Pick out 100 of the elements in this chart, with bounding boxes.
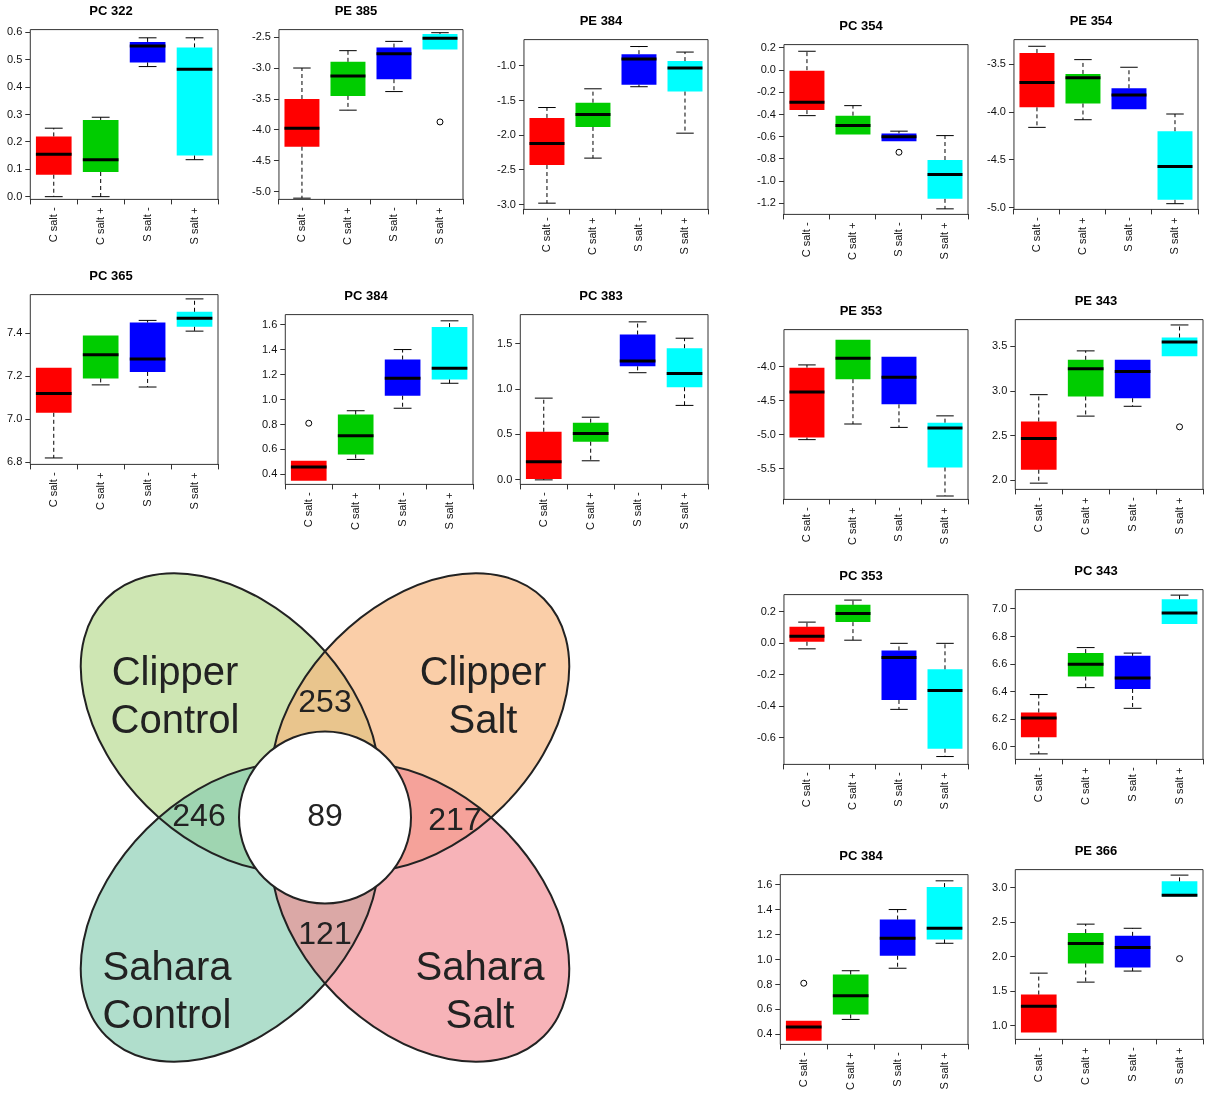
category-label: Clipper Salt <box>419 648 547 741</box>
chart-title: PC 353 <box>839 568 883 584</box>
x-tick-label: C salt + <box>1078 767 1091 806</box>
text: 217 <box>428 801 482 838</box>
y-tick-label: -0.6 <box>756 129 776 142</box>
x-tick-label: C salt + <box>1078 497 1091 536</box>
x-tick-label: C salt + <box>843 1052 856 1091</box>
category-label: Sahara Salt <box>415 943 546 1036</box>
x-tick-label: S salt - <box>387 207 400 242</box>
x-tick-label: S salt - <box>890 1052 903 1087</box>
y-tick-label: -0.6 <box>756 730 776 743</box>
x-tick-label: C salt - <box>799 222 812 258</box>
x-tick-label: S salt + <box>678 217 691 255</box>
chart-title: PE 385 <box>334 3 378 19</box>
y-tick-label: -0.4 <box>756 107 776 120</box>
x-tick-label: C salt + <box>93 472 106 511</box>
chart-title: PE 343 <box>1074 293 1118 309</box>
y-tick-label: 2.5 <box>991 428 1008 441</box>
x-tick-label: S salt + <box>433 207 446 245</box>
y-tick-label: 1.5 <box>991 984 1008 997</box>
chart-title: PC 322 <box>89 3 133 19</box>
y-tick-label: 2.5 <box>991 915 1008 928</box>
y-tick-label: -0.2 <box>756 85 776 98</box>
text: 253 <box>298 683 352 720</box>
x-tick-label: C salt + <box>846 222 858 261</box>
y-tick-label: 6.0 <box>991 740 1008 753</box>
y-tick-label: -3.5 <box>251 92 271 105</box>
y-tick-label: 7.2 <box>6 369 23 382</box>
y-tick-label: 0.0 <box>6 189 23 202</box>
y-tick-label: -4.0 <box>756 359 776 372</box>
y-tick-label: 7.4 <box>6 326 23 339</box>
y-tick-label: 6.8 <box>6 455 23 468</box>
x-tick-label: S salt + <box>938 772 951 810</box>
x-tick-label: C salt - <box>539 217 552 253</box>
x-tick-label: S salt + <box>1172 767 1185 805</box>
chart-title: PC 354 <box>839 18 884 34</box>
y-tick-label: 0.6 <box>6 25 23 38</box>
y-tick-label: 6.2 <box>991 712 1008 725</box>
x-tick-label: C salt + <box>846 772 858 811</box>
y-tick-label: 1.0 <box>496 382 513 395</box>
chart-title: PE 384 <box>579 13 624 29</box>
y-tick-label: -4.5 <box>986 152 1006 165</box>
y-tick-label: 0.8 <box>261 417 278 430</box>
y-tick-label: 0.2 <box>6 134 23 147</box>
x-tick-label: S salt + <box>677 492 690 530</box>
chart-title: PC 383 <box>579 288 623 304</box>
y-tick-label: 2.0 <box>991 473 1008 486</box>
y-tick-label: 0.2 <box>760 40 776 53</box>
y-tick-label: 3.0 <box>991 384 1008 397</box>
x-tick-label: C salt + <box>1078 1047 1091 1086</box>
x-tick-label: C salt - <box>799 507 812 543</box>
x-tick-label: C salt - <box>796 1052 809 1088</box>
y-tick-label: -5.0 <box>986 200 1006 213</box>
y-tick-label: -5.0 <box>251 185 271 197</box>
y-tick-label: 1.2 <box>261 367 278 380</box>
x-tick-label: S salt + <box>1168 217 1181 255</box>
y-tick-label: -5.5 <box>756 461 776 474</box>
y-tick-label: 3.0 <box>991 880 1008 893</box>
text: 121 <box>298 915 352 952</box>
y-tick-label: 2.0 <box>991 949 1008 962</box>
y-tick-label: -3.0 <box>251 61 271 74</box>
y-tick-label: 0.4 <box>756 1027 773 1040</box>
y-tick-label: -3.5 <box>986 57 1006 70</box>
y-tick-label: 0.0 <box>760 63 776 76</box>
x-tick-label: C salt - <box>294 207 307 243</box>
chart-title: PE 366 <box>1074 843 1118 859</box>
y-tick-label: -4.0 <box>251 123 271 136</box>
x-tick-label: C salt - <box>799 772 812 808</box>
text: 89 <box>307 797 343 834</box>
x-tick-label: C salt + <box>348 492 361 531</box>
y-tick-label: 0.2 <box>760 604 776 617</box>
y-tick-label: 6.8 <box>991 629 1008 642</box>
chart-title: PC 343 <box>1074 563 1118 579</box>
x-tick-label: C salt - <box>301 492 314 528</box>
y-tick-label: -1.5 <box>496 93 516 106</box>
text: 246 <box>172 797 226 834</box>
x-tick-label: S salt - <box>892 772 905 807</box>
category-label: Clipper Control <box>110 648 240 741</box>
y-tick-label: 1.0 <box>756 952 773 965</box>
x-tick-label: S salt + <box>187 472 200 510</box>
x-tick-label: S salt - <box>892 507 905 542</box>
x-tick-label: C salt + <box>583 492 596 531</box>
y-tick-label: -3.0 <box>496 197 516 210</box>
x-tick-label: C salt - <box>536 492 549 528</box>
y-tick-label: 1.5 <box>496 336 513 349</box>
x-tick-label: S salt - <box>1125 767 1138 802</box>
chart-title: PE 354 <box>1069 13 1114 29</box>
x-tick-label: S salt + <box>1172 1047 1185 1085</box>
x-tick-label: S salt + <box>938 507 951 545</box>
y-tick-label: -2.0 <box>496 128 516 141</box>
x-tick-label: C salt + <box>586 217 598 256</box>
x-tick-label: S salt - <box>395 492 408 527</box>
y-tick-label: 6.6 <box>991 657 1008 670</box>
y-tick-label: 1.6 <box>756 877 773 890</box>
x-tick-label: C salt - <box>1031 767 1044 803</box>
y-tick-label: -2.5 <box>496 162 516 175</box>
y-tick-label: -1.0 <box>756 174 776 187</box>
y-tick-label: 0.4 <box>6 80 23 93</box>
y-tick-label: -5.0 <box>756 427 776 440</box>
y-tick-label: 0.8 <box>756 977 773 990</box>
